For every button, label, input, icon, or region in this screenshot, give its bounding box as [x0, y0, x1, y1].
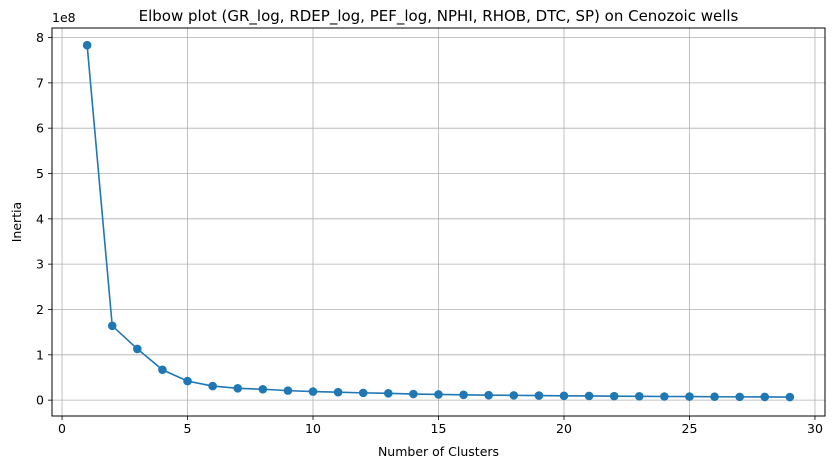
y-tick-label: 3 [36, 257, 44, 272]
data-point [308, 387, 318, 396]
data-point [509, 391, 519, 400]
data-point [685, 392, 694, 401]
y-tick-label: 1 [36, 347, 44, 362]
data-point [434, 390, 443, 399]
x-axis-label: Number of Clusters [378, 444, 499, 459]
x-axis-ticks: 0 5 10 15 20 25 30 [58, 416, 823, 436]
x-tick-label: 15 [431, 421, 447, 436]
y-tick-label: 0 [36, 393, 44, 408]
data-point [384, 389, 393, 398]
data-point [634, 391, 644, 401]
x-tick-label: 30 [807, 421, 823, 436]
data-point [459, 390, 468, 400]
y-tick-label: 7 [36, 75, 44, 90]
data-point [409, 389, 418, 399]
x-tick-label: 10 [305, 421, 321, 436]
data-point [760, 392, 770, 402]
y-axis-label: Inertia [9, 202, 24, 242]
data-point [107, 321, 117, 331]
x-tick-label: 20 [556, 421, 572, 436]
data-point [484, 390, 493, 400]
data-point [609, 391, 619, 401]
data-point [660, 392, 669, 401]
y-offset-label: 1e8 [52, 10, 76, 25]
data-point [133, 344, 142, 354]
y-axis-ticks: 0 1 2 3 4 5 6 7 8 [36, 30, 52, 408]
y-tick-label: 6 [36, 121, 44, 136]
data-point [82, 40, 92, 50]
data-point [584, 391, 594, 401]
data-point [183, 376, 192, 386]
data-point [735, 392, 744, 402]
data-point [233, 384, 243, 393]
x-tick-label: 0 [58, 421, 66, 436]
data-point [333, 387, 343, 397]
x-tick-label: 25 [682, 421, 698, 436]
y-tick-label: 4 [36, 211, 44, 226]
data-point [785, 392, 795, 402]
data-point [158, 365, 167, 375]
grid-lines [52, 28, 825, 416]
x-tick-label: 5 [184, 421, 192, 436]
data-point [283, 386, 293, 395]
data-point [258, 384, 268, 394]
y-tick-label: 5 [36, 166, 44, 181]
data-point [208, 381, 217, 391]
series-inertia [82, 40, 795, 402]
data-point [710, 392, 719, 402]
chart-title: Elbow plot (GR_log, RDEP_log, PEF_log, N… [139, 7, 739, 26]
data-point [559, 391, 569, 401]
y-tick-label: 8 [36, 30, 44, 45]
data-point [534, 391, 544, 400]
y-tick-label: 2 [36, 302, 44, 317]
data-point [358, 388, 368, 398]
